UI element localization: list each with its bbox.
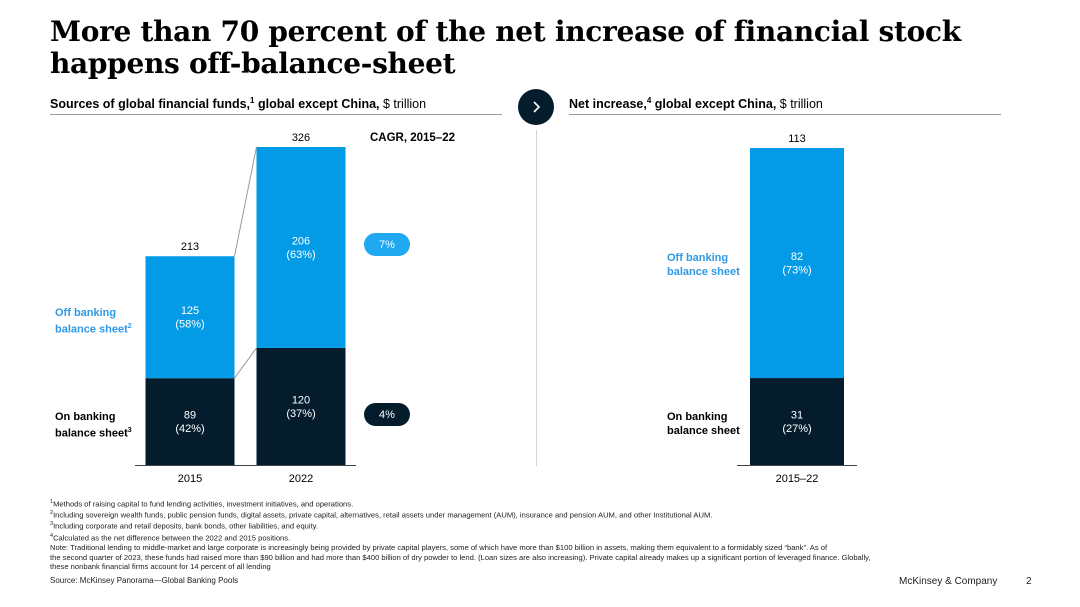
footnote-3: 3Including corporate and retail deposits… — [50, 521, 319, 531]
footnote-1: 1Methods of raising capital to fund lend… — [50, 499, 354, 509]
category-label-1-0: 2015–22 — [776, 473, 819, 485]
note-line-3: these nonbank financial firms account fo… — [50, 562, 271, 572]
right-on-label-line1: On banking — [667, 411, 728, 423]
bar-off-banking-0-0 — [145, 256, 235, 379]
right-on-label-line2: balance sheet — [667, 425, 740, 437]
left-subtitle-rest: global except China, — [254, 97, 380, 112]
left-chart-subtitle: Sources of global financial funds,1 glob… — [50, 96, 426, 111]
financial-funds-charts: 89 (42%) 125 (58%) 213 2015 120 (37%) 206 (63%) 32… — [135, 132, 857, 485]
label-off-banking-0-0: 125 (58%) — [175, 305, 204, 331]
footnote-4: 4Calculated as the net difference betwee… — [50, 532, 291, 543]
left-on-banking-label: On banking balance sheet3 — [55, 410, 132, 441]
source-line: Source: McKinsey Panorama—Global Banking… — [50, 576, 239, 585]
right-subtitle-unit: $ trillion — [776, 97, 823, 112]
left-off-label-sup: 2 — [127, 323, 132, 330]
right-subtitle-rest: global except China, — [651, 97, 777, 112]
right-subtitle-sup: 4 — [646, 96, 652, 105]
left-on-label-sup: 3 — [127, 427, 132, 434]
label-on-banking-0-1: 120 (37%) — [286, 394, 315, 420]
right-on-banking-label: On banking balance sheet — [667, 410, 740, 438]
label-on-banking-1-0: 31 (27%) — [782, 410, 811, 436]
total-label-0-0: 213 — [181, 241, 199, 253]
category-label-0-0: 2015 — [178, 473, 202, 485]
right-off-label-line1: Off banking — [667, 252, 729, 264]
page-number: 2 — [1026, 576, 1032, 587]
cagr-off-pill: 7% — [364, 233, 410, 256]
right-off-banking-label: Off banking balance sheet — [667, 251, 740, 279]
cagr-on-pill: 4% — [364, 403, 410, 426]
left-off-label-line1: Off banking — [55, 307, 117, 319]
connector-on-banking-0 — [234, 347, 257, 379]
connector-total-0 — [234, 146, 257, 257]
left-subtitle-sup: 1 — [250, 96, 255, 105]
right-subtitle-main: Net increase, — [569, 97, 647, 112]
left-subtitle-main: Sources of global financial funds, — [50, 97, 251, 112]
label-off-banking-0-1: 206 (63%) — [286, 235, 315, 261]
total-label-0-1: 326 — [292, 132, 310, 144]
brand-name: McKinsey & Company — [899, 576, 998, 587]
left-subtitle-rule — [50, 114, 502, 115]
note-line-1: Note: Traditional lending to middle-mark… — [50, 542, 828, 552]
panel-divider — [536, 130, 537, 466]
chevron-right-icon — [533, 101, 541, 113]
cagr-header: CAGR, 2015–22 — [370, 132, 456, 144]
bar-off-banking-1-0 — [750, 148, 844, 379]
total-label-1-0: 113 — [788, 133, 806, 145]
right-off-label-line2: balance sheet — [667, 266, 740, 278]
bar-on-banking-0-0 — [145, 378, 235, 465]
footnote-2: 2Including sovereign wealth funds, publi… — [50, 510, 713, 520]
label-on-banking-0-0: 89 (42%) — [175, 410, 204, 436]
footnotes: 1Methods of raising capital to fund lend… — [50, 498, 1040, 572]
right-subtitle-rule — [569, 114, 1001, 115]
note-line-2: the second quarter of 2023, these funds … — [50, 552, 871, 562]
left-subtitle-unit: $ trillion — [379, 97, 427, 112]
right-chart-subtitle: Net increase,4 global except China, $ tr… — [569, 96, 823, 111]
left-on-label-line1: On banking — [55, 411, 116, 423]
left-off-banking-label: Off banking balance sheet2 — [55, 306, 132, 337]
left-on-label-line2: balance sheet — [55, 427, 128, 440]
bar-on-banking-0-1 — [256, 347, 346, 465]
next-arrow-button[interactable] — [518, 89, 554, 125]
bar-on-banking-1-0 — [750, 378, 844, 465]
left-off-label-line2: balance sheet — [55, 323, 128, 336]
category-label-0-1: 2022 — [289, 473, 313, 485]
bar-off-banking-0-1 — [256, 146, 346, 348]
label-off-banking-1-0: 82 (73%) — [782, 251, 811, 277]
page-title: More than 70 percent of the net increase… — [50, 15, 961, 80]
